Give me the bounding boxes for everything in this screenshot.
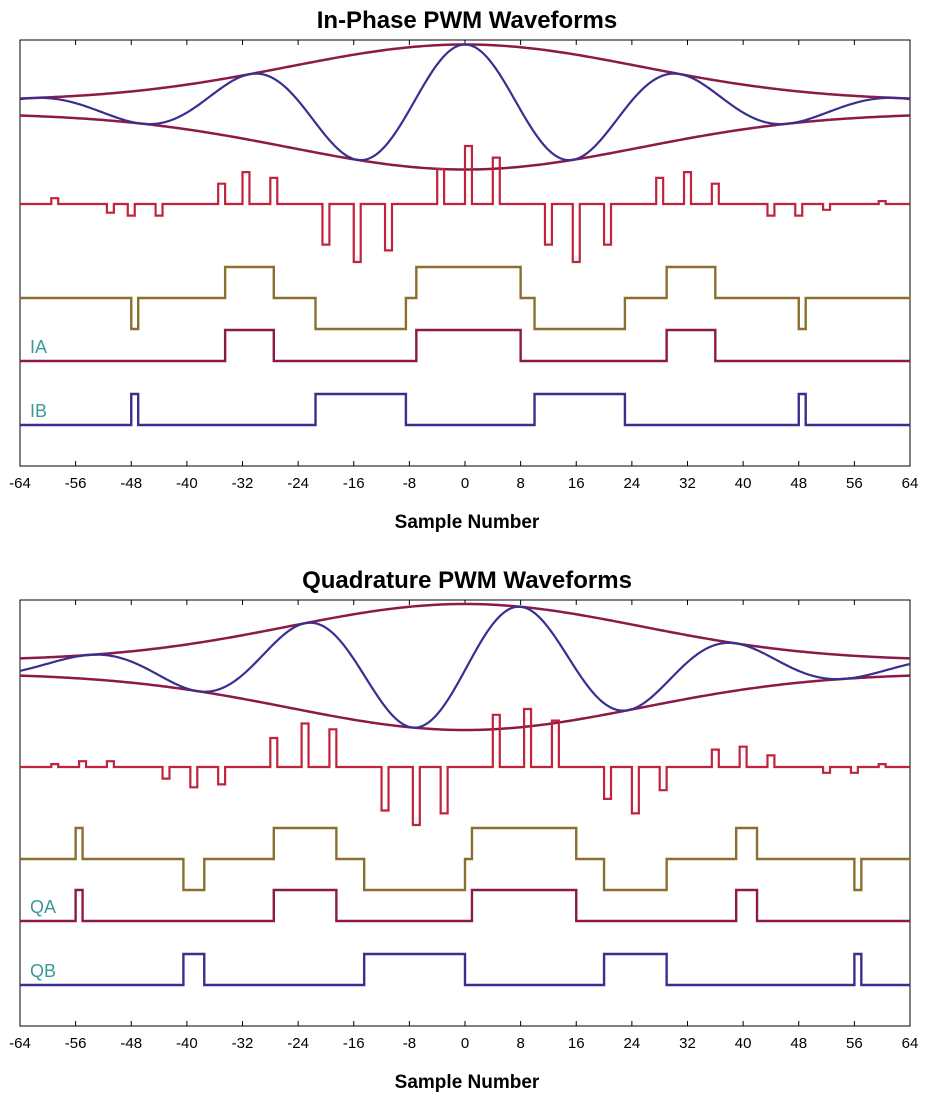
x-tick-label: -56 xyxy=(65,1035,87,1052)
channel-b-line xyxy=(20,392,910,427)
x-tick-label: -40 xyxy=(176,1035,198,1052)
x-tick-label: -32 xyxy=(232,1035,254,1052)
x-tick-label: 56 xyxy=(846,475,863,492)
x-tick-label: -32 xyxy=(232,475,254,492)
x-tick-label: -56 xyxy=(65,475,87,492)
a-minus-b-line xyxy=(20,826,910,892)
x-tick-label: -64 xyxy=(9,1035,31,1052)
chart-title-quadrature: Quadrature PWM Waveforms xyxy=(302,567,632,594)
waveform-label-a: IA xyxy=(30,337,47,357)
x-tick-label: 24 xyxy=(624,1035,641,1052)
x-tick-label: 64 xyxy=(902,1035,919,1052)
x-tick-label: 32 xyxy=(679,475,696,492)
x-tick-label: -48 xyxy=(120,475,142,492)
x-tick-label: 48 xyxy=(790,1035,807,1052)
x-tick-label: 40 xyxy=(735,1035,752,1052)
channel-a-line xyxy=(20,328,910,363)
waveform-label-a: QA xyxy=(30,897,56,917)
x-axis-label-quadrature: Sample Number xyxy=(395,1072,540,1093)
x-tick-label: -16 xyxy=(343,1035,365,1052)
x-tick-label: 8 xyxy=(516,475,524,492)
channel-b-line xyxy=(20,952,910,987)
x-tick-label: 40 xyxy=(735,475,752,492)
x-tick-label: -64 xyxy=(9,475,31,492)
x-tick-label: 56 xyxy=(846,1035,863,1052)
x-tick-label: -8 xyxy=(403,1035,416,1052)
chart-title-inphase: In-Phase PWM Waveforms xyxy=(317,7,618,34)
x-tick-label: 16 xyxy=(568,1035,585,1052)
x-tick-label: -48 xyxy=(120,1035,142,1052)
envelope-upper-line xyxy=(19,43,911,100)
x-tick-label: -16 xyxy=(343,475,365,492)
carrier-wave-line xyxy=(19,43,911,162)
x-tick-label: 32 xyxy=(679,1035,696,1052)
x-tick-label: -24 xyxy=(287,1035,309,1052)
plot-panel-inphase: -64 -56 -48 -40 -32 -24 -16 -8 0 8 16 24 32 40 48 56 64 I… xyxy=(9,39,919,492)
envelope-lower-line xyxy=(19,674,911,732)
x-tick-label: 8 xyxy=(516,1035,524,1052)
x-tick-label: 24 xyxy=(624,475,641,492)
envelope-upper-line xyxy=(19,602,911,660)
a-minus-b-line xyxy=(20,265,910,331)
difference-pulse-line xyxy=(20,707,910,827)
waveform-label-b: IB xyxy=(30,401,47,421)
x-tick-label: 48 xyxy=(790,475,807,492)
channel-a-line xyxy=(20,888,910,923)
x-tick-label: 0 xyxy=(461,1035,469,1052)
plot-panel-quadrature: -64 -56 -48 -40 -32 -24 -16 -8 0 8 16 24 32 40 48 56 64 Q… xyxy=(9,599,919,1052)
x-tick-label: -8 xyxy=(403,475,416,492)
x-tick-label: 0 xyxy=(461,475,469,492)
x-tick-label: -40 xyxy=(176,475,198,492)
carrier-wave-line xyxy=(19,605,911,729)
x-tick-label: 64 xyxy=(902,475,919,492)
x-tick-label: 16 xyxy=(568,475,585,492)
plot-area-frame xyxy=(19,39,911,467)
waveform-label-b: QB xyxy=(30,961,56,981)
difference-pulse-line xyxy=(20,144,910,264)
x-tick-label: -24 xyxy=(287,475,309,492)
x-axis-label-inphase: Sample Number xyxy=(395,512,540,533)
